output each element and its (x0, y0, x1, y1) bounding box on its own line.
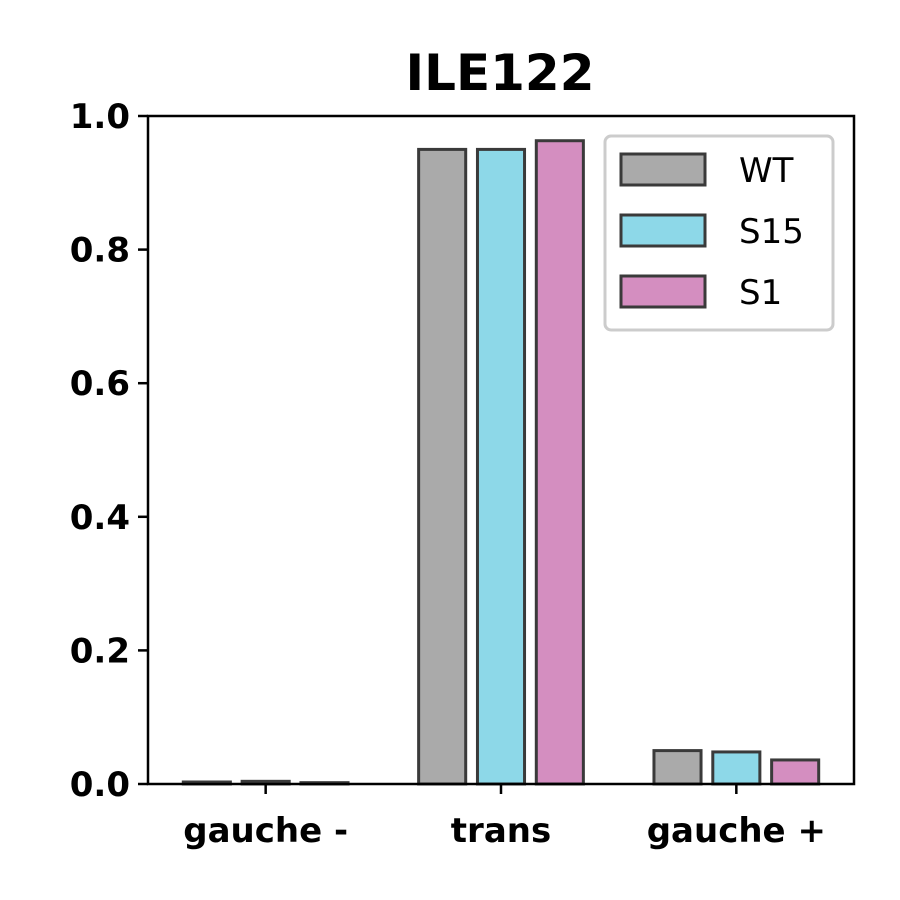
legend-label-s15: S15 (739, 212, 804, 252)
bar-wt-gauche (652, 749, 703, 786)
bar-wt-trans (417, 147, 468, 786)
y-tick-label: 0.4 (70, 498, 130, 538)
y-tick-label: 0.8 (70, 231, 130, 271)
bar-s15-trans (475, 147, 527, 786)
legend: WT S15 S1 (603, 134, 835, 332)
x-axis: gauche - trans gauche + (183, 784, 826, 851)
legend-label-s1: S1 (739, 273, 782, 313)
legend-swatch-s15 (619, 213, 707, 248)
bar-s1-gauche (770, 758, 821, 786)
legend-swatch-s1 (619, 274, 707, 309)
bar-s1-trans (534, 139, 585, 786)
x-tick-label: trans (451, 811, 551, 851)
legend-swatch-wt (619, 152, 707, 187)
bar-s15-gauche (711, 750, 762, 786)
legend-label-wt: WT (739, 151, 794, 191)
y-tick-label: 0.2 (70, 631, 130, 671)
y-tick-label: 0.0 (70, 765, 130, 805)
x-tick-label: gauche - (183, 811, 348, 851)
y-tick-label: 1.0 (70, 97, 130, 137)
y-axis: 0.0 0.2 0.4 0.6 0.8 1.0 (70, 97, 148, 805)
chart-title: ILE122 (406, 44, 595, 102)
x-tick-label: gauche + (647, 811, 826, 851)
y-tick-label: 0.6 (70, 364, 130, 404)
